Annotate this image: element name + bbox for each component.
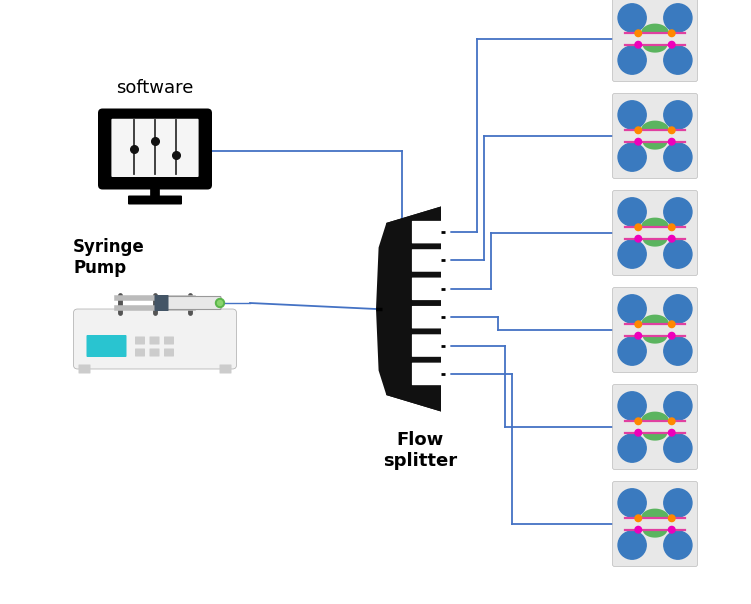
Polygon shape [641, 315, 669, 324]
Polygon shape [641, 24, 669, 33]
FancyBboxPatch shape [164, 336, 174, 344]
FancyBboxPatch shape [164, 297, 221, 309]
Circle shape [618, 240, 646, 268]
Circle shape [635, 138, 641, 145]
FancyBboxPatch shape [79, 364, 91, 373]
Circle shape [668, 236, 675, 242]
Circle shape [664, 434, 692, 462]
Circle shape [668, 42, 675, 48]
FancyBboxPatch shape [74, 309, 237, 369]
FancyBboxPatch shape [149, 336, 159, 344]
Circle shape [618, 101, 646, 129]
Circle shape [618, 337, 646, 365]
Polygon shape [643, 239, 668, 246]
Circle shape [635, 429, 641, 436]
FancyBboxPatch shape [613, 481, 698, 567]
Circle shape [635, 42, 641, 48]
FancyBboxPatch shape [135, 349, 145, 356]
FancyBboxPatch shape [111, 119, 198, 177]
Circle shape [668, 418, 675, 425]
Polygon shape [641, 411, 669, 421]
Circle shape [635, 515, 641, 522]
FancyBboxPatch shape [164, 349, 174, 356]
Polygon shape [641, 217, 669, 227]
Circle shape [218, 301, 222, 306]
Polygon shape [643, 142, 668, 150]
Circle shape [618, 143, 646, 171]
Circle shape [668, 515, 675, 522]
FancyBboxPatch shape [412, 249, 451, 272]
FancyBboxPatch shape [128, 196, 182, 205]
Circle shape [664, 392, 692, 420]
Polygon shape [643, 530, 668, 538]
FancyBboxPatch shape [98, 109, 212, 190]
Circle shape [635, 418, 641, 425]
Circle shape [664, 489, 692, 517]
Circle shape [618, 295, 646, 323]
Circle shape [618, 4, 646, 32]
FancyBboxPatch shape [412, 278, 451, 300]
FancyBboxPatch shape [155, 295, 168, 311]
Circle shape [216, 298, 225, 307]
Circle shape [618, 198, 646, 226]
Circle shape [664, 295, 692, 323]
Text: software: software [116, 79, 194, 97]
Circle shape [664, 240, 692, 268]
Circle shape [668, 138, 675, 145]
Circle shape [668, 224, 675, 231]
FancyBboxPatch shape [613, 0, 698, 82]
FancyBboxPatch shape [412, 306, 451, 329]
FancyBboxPatch shape [412, 362, 451, 385]
Polygon shape [641, 509, 669, 518]
FancyBboxPatch shape [412, 334, 451, 357]
Circle shape [664, 101, 692, 129]
Circle shape [618, 489, 646, 517]
Circle shape [668, 127, 675, 133]
Circle shape [668, 332, 675, 339]
Circle shape [618, 434, 646, 462]
Circle shape [668, 30, 675, 37]
Circle shape [635, 30, 641, 37]
Circle shape [664, 143, 692, 171]
Polygon shape [387, 207, 441, 411]
Text: Syringe
Pump: Syringe Pump [73, 238, 145, 277]
Circle shape [618, 392, 646, 420]
Polygon shape [643, 45, 668, 53]
Circle shape [664, 531, 692, 559]
Polygon shape [376, 207, 441, 411]
Polygon shape [643, 432, 668, 441]
Circle shape [635, 224, 641, 231]
FancyBboxPatch shape [86, 335, 126, 357]
Circle shape [635, 527, 641, 533]
Circle shape [668, 527, 675, 533]
FancyBboxPatch shape [149, 349, 159, 356]
Polygon shape [641, 121, 669, 130]
FancyBboxPatch shape [613, 94, 698, 178]
Circle shape [635, 332, 641, 339]
Circle shape [668, 321, 675, 327]
FancyBboxPatch shape [613, 288, 698, 373]
FancyBboxPatch shape [412, 221, 451, 243]
FancyBboxPatch shape [219, 364, 231, 373]
Circle shape [635, 321, 641, 327]
Text: Flow
splitter: Flow splitter [383, 431, 457, 470]
Circle shape [618, 46, 646, 74]
Circle shape [664, 198, 692, 226]
FancyBboxPatch shape [135, 336, 145, 344]
Circle shape [664, 4, 692, 32]
Circle shape [664, 46, 692, 74]
Circle shape [664, 337, 692, 365]
FancyBboxPatch shape [613, 385, 698, 469]
Circle shape [618, 531, 646, 559]
Circle shape [668, 429, 675, 436]
Circle shape [635, 236, 641, 242]
Polygon shape [643, 336, 668, 344]
Circle shape [635, 127, 641, 133]
FancyBboxPatch shape [613, 190, 698, 275]
